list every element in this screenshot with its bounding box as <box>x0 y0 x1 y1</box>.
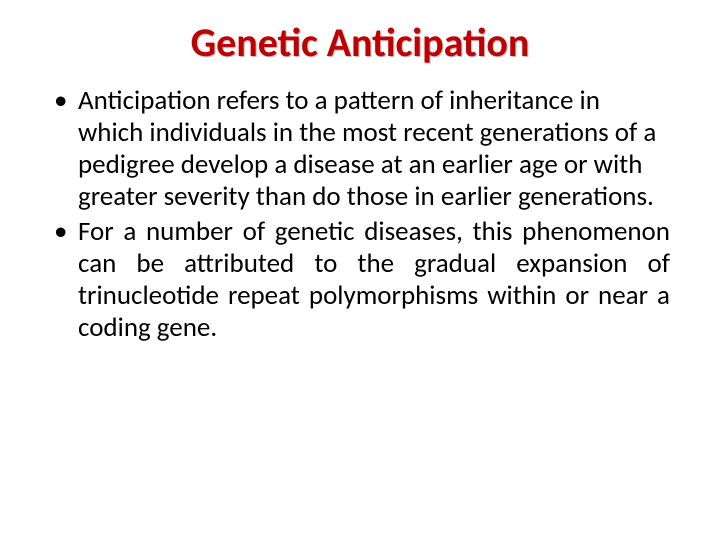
bullet-list: Anticipation refers to a pattern of inhe… <box>50 85 670 344</box>
list-item: For a number of genetic diseases, this p… <box>50 216 670 343</box>
list-item: Anticipation refers to a pattern of inhe… <box>50 85 670 212</box>
slide-title: Genetic Anticipation <box>50 18 670 67</box>
slide-container: Genetic Anticipation Anticipation refers… <box>0 0 720 540</box>
